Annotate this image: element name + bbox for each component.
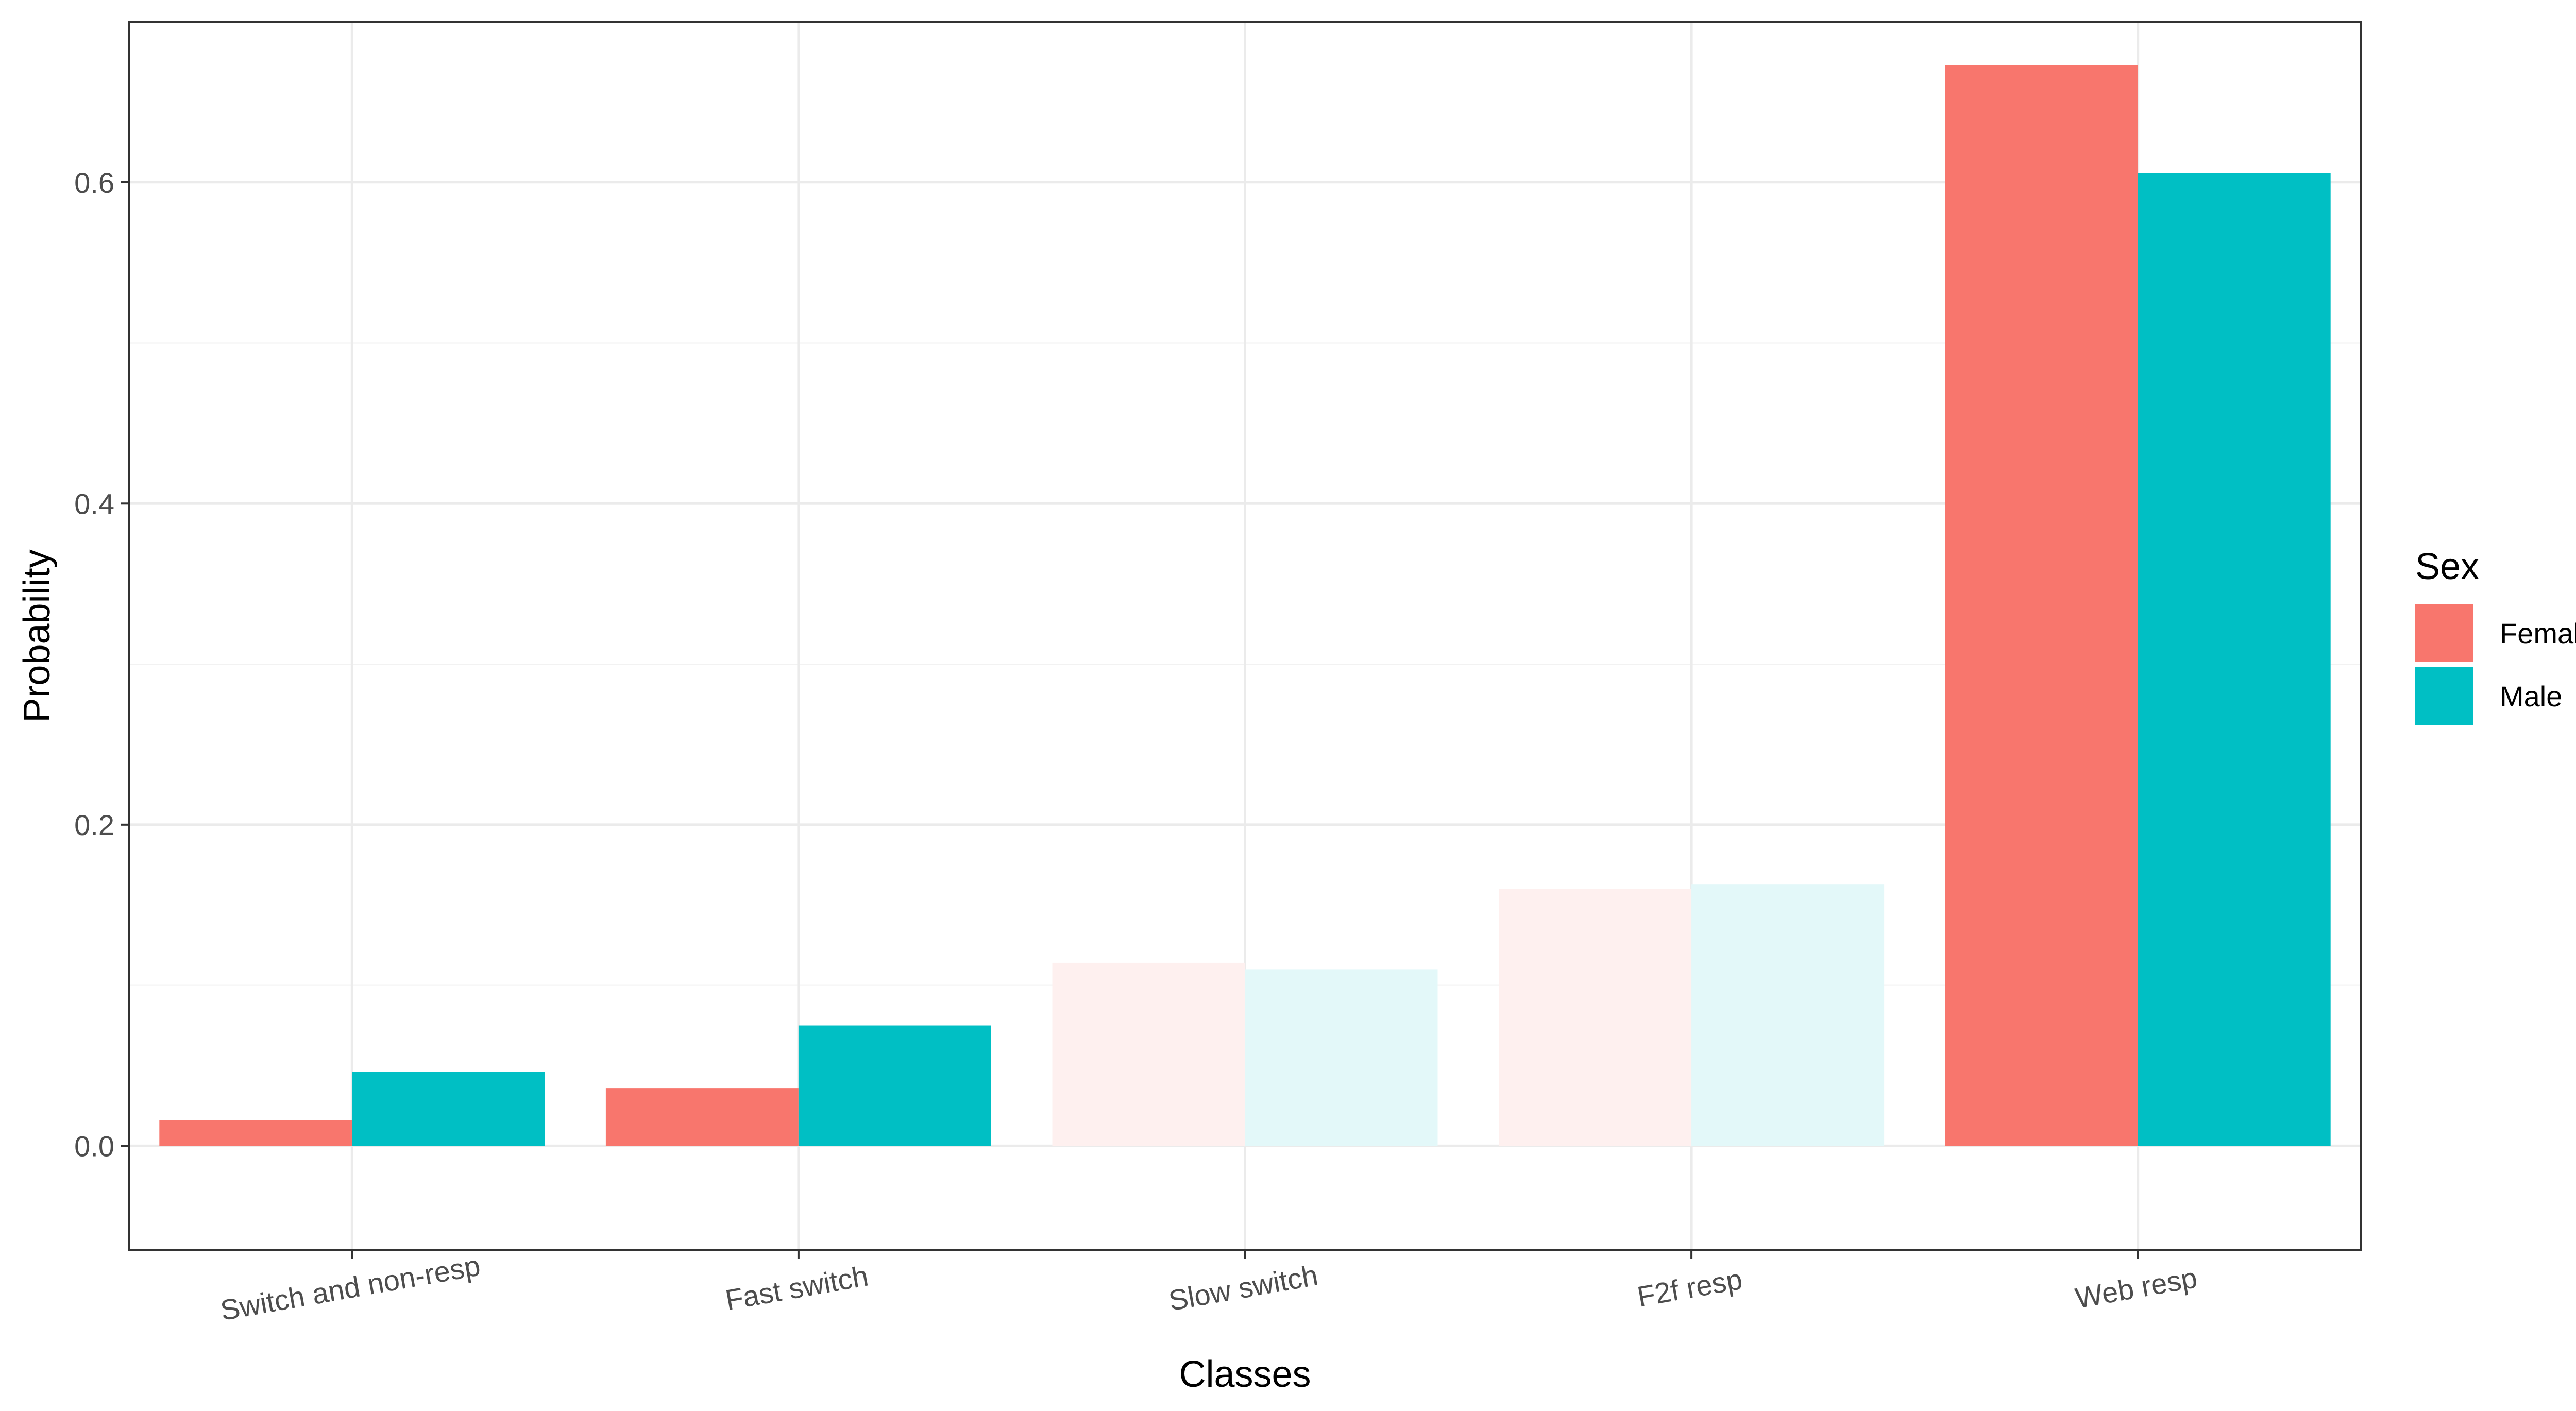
bar-male-web-resp <box>2138 173 2331 1146</box>
x-axis-title: Classes <box>1179 1354 1311 1395</box>
y-axis: 0.0 0.2 0.4 0.6 <box>74 166 129 1162</box>
legend-title: Sex <box>2415 546 2479 587</box>
bar-female-fast-switch <box>605 1088 799 1146</box>
y-axis-title: Probability <box>16 549 58 722</box>
y-tick-label: 0.2 <box>74 809 114 841</box>
bar-male-switch-and-non-resp <box>352 1072 545 1146</box>
bars <box>159 65 2331 1146</box>
y-tick-label: 0.6 <box>74 166 114 199</box>
bar-female-switch-and-non-resp <box>159 1120 352 1146</box>
bar-male-slow-switch <box>1245 969 1438 1146</box>
legend-entries: Female Male <box>2415 604 2576 725</box>
bar-male-f2f-resp <box>1691 884 1885 1146</box>
legend-key-female <box>2415 604 2473 662</box>
legend-key-male <box>2415 667 2473 725</box>
legend-label-female: Female <box>2500 617 2576 650</box>
y-tick-label: 0.0 <box>74 1130 114 1162</box>
legend-label-male: Male <box>2500 680 2562 712</box>
y-tick-label: 0.4 <box>74 487 114 520</box>
bar-female-f2f-resp <box>1499 889 1692 1146</box>
bar-female-slow-switch <box>1052 962 1245 1146</box>
bar-male-fast-switch <box>798 1025 991 1146</box>
bar-female-web-resp <box>1945 65 2138 1146</box>
legend: Sex Female Male <box>2415 546 2576 725</box>
